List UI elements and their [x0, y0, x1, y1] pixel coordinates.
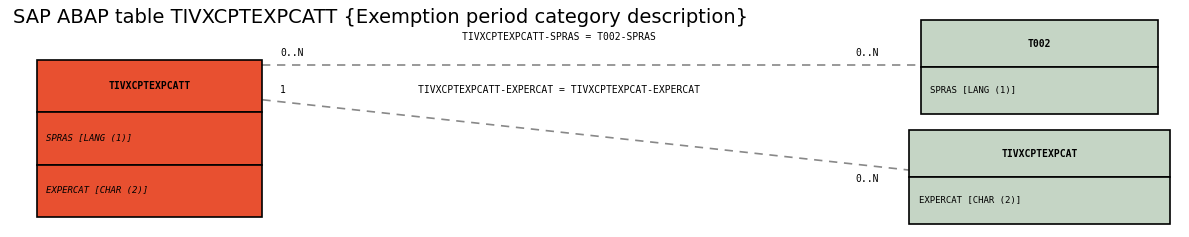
- Bar: [908, 130, 1170, 177]
- Text: TIVXCPTEXPCATT: TIVXCPTEXPCATT: [108, 81, 190, 91]
- Text: 0..N: 0..N: [281, 48, 303, 58]
- Bar: [37, 112, 263, 164]
- Text: SPRAS [LANG (1)]: SPRAS [LANG (1)]: [930, 86, 1017, 95]
- Text: SPRAS [LANG (1)]: SPRAS [LANG (1)]: [46, 134, 132, 143]
- Text: EXPERCAT [CHAR (2)]: EXPERCAT [CHAR (2)]: [46, 186, 149, 195]
- Text: 1: 1: [281, 85, 287, 96]
- Text: T002: T002: [1027, 39, 1051, 49]
- Text: 0..N: 0..N: [856, 174, 879, 184]
- Bar: [908, 177, 1170, 224]
- Bar: [920, 67, 1158, 114]
- Text: TIVXCPTEXPCAT: TIVXCPTEXPCAT: [1001, 149, 1077, 159]
- Bar: [920, 20, 1158, 67]
- Bar: [37, 164, 263, 217]
- Text: SAP ABAP table TIVXCPTEXPCATT {Exemption period category description}: SAP ABAP table TIVXCPTEXPCATT {Exemption…: [13, 9, 748, 27]
- Bar: [37, 60, 263, 112]
- Text: TIVXCPTEXPCATT-SPRAS = T002-SPRAS: TIVXCPTEXPCATT-SPRAS = T002-SPRAS: [463, 32, 656, 41]
- Text: 0..N: 0..N: [856, 48, 879, 58]
- Text: EXPERCAT [CHAR (2)]: EXPERCAT [CHAR (2)]: [919, 196, 1021, 205]
- Text: TIVXCPTEXPCATT-EXPERCAT = TIVXCPTEXPCAT-EXPERCAT: TIVXCPTEXPCATT-EXPERCAT = TIVXCPTEXPCAT-…: [417, 85, 700, 96]
